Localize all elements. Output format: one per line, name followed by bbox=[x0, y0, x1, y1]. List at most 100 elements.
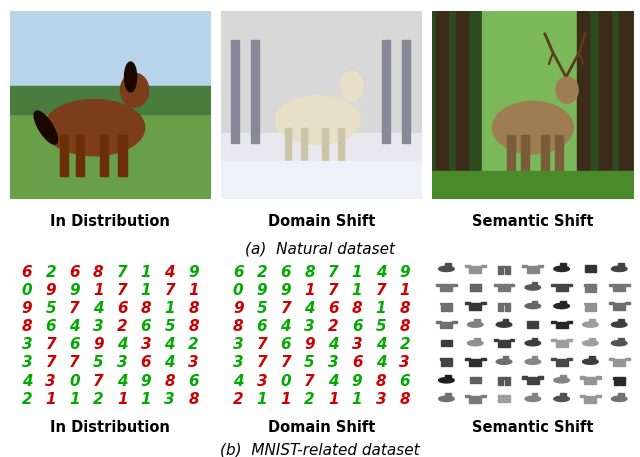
Text: 2: 2 bbox=[188, 337, 199, 352]
Text: 3: 3 bbox=[22, 337, 33, 352]
Text: 4: 4 bbox=[164, 265, 175, 280]
Bar bbox=[618, 263, 623, 268]
Bar bbox=[498, 266, 510, 267]
Ellipse shape bbox=[467, 322, 483, 327]
Bar bbox=[403, 40, 410, 143]
Bar bbox=[251, 40, 259, 143]
Text: 6: 6 bbox=[352, 356, 362, 371]
Text: 1: 1 bbox=[93, 283, 104, 298]
Bar bbox=[474, 319, 479, 324]
Text: 7: 7 bbox=[45, 337, 56, 352]
Text: 8: 8 bbox=[233, 319, 244, 334]
Text: 3: 3 bbox=[399, 356, 410, 371]
Text: Semantic Shift: Semantic Shift bbox=[472, 420, 593, 435]
Ellipse shape bbox=[120, 73, 148, 107]
Text: 3: 3 bbox=[376, 392, 387, 407]
Bar bbox=[584, 377, 596, 384]
Text: 1: 1 bbox=[141, 392, 151, 407]
Ellipse shape bbox=[438, 377, 454, 383]
Text: 1: 1 bbox=[141, 265, 151, 280]
Bar bbox=[432, 171, 634, 199]
Text: 5: 5 bbox=[304, 356, 315, 371]
Text: 4: 4 bbox=[22, 374, 33, 388]
Bar bbox=[221, 161, 422, 199]
Text: 8: 8 bbox=[352, 301, 362, 316]
Bar bbox=[440, 322, 452, 329]
Bar bbox=[445, 375, 451, 380]
Bar bbox=[441, 304, 445, 311]
Ellipse shape bbox=[467, 340, 483, 346]
Text: 4: 4 bbox=[376, 265, 387, 280]
Bar bbox=[584, 396, 596, 403]
Text: 4: 4 bbox=[93, 301, 104, 316]
Text: 7: 7 bbox=[328, 265, 339, 280]
Bar bbox=[580, 395, 585, 397]
Text: 3: 3 bbox=[233, 356, 244, 371]
Bar bbox=[452, 321, 457, 323]
Text: 4: 4 bbox=[164, 337, 175, 352]
Bar bbox=[481, 358, 486, 360]
Text: 2: 2 bbox=[93, 392, 104, 407]
Bar bbox=[100, 135, 108, 176]
Bar bbox=[531, 301, 537, 305]
Text: 7: 7 bbox=[117, 283, 127, 298]
Bar bbox=[436, 321, 441, 323]
Text: 4: 4 bbox=[233, 374, 244, 388]
Text: 1: 1 bbox=[352, 265, 362, 280]
Bar bbox=[527, 321, 538, 328]
Text: 3: 3 bbox=[257, 374, 268, 388]
Text: 3: 3 bbox=[352, 337, 362, 352]
Text: 1: 1 bbox=[328, 392, 339, 407]
Text: 4: 4 bbox=[117, 337, 127, 352]
Ellipse shape bbox=[554, 377, 570, 383]
Bar bbox=[321, 128, 328, 169]
Bar bbox=[440, 358, 452, 360]
Ellipse shape bbox=[275, 96, 360, 144]
Bar bbox=[589, 338, 595, 343]
Text: 1: 1 bbox=[117, 392, 127, 407]
Bar bbox=[620, 378, 625, 385]
Text: 8: 8 bbox=[188, 301, 199, 316]
Bar bbox=[447, 360, 452, 367]
Ellipse shape bbox=[582, 359, 598, 364]
Text: 2: 2 bbox=[117, 319, 127, 334]
Text: 5: 5 bbox=[164, 319, 175, 334]
Text: 7: 7 bbox=[117, 265, 127, 280]
Bar bbox=[505, 267, 509, 274]
Bar bbox=[551, 283, 556, 286]
Bar bbox=[465, 265, 470, 267]
Text: In Distribution: In Distribution bbox=[51, 214, 170, 229]
Text: 4: 4 bbox=[304, 301, 315, 316]
Bar bbox=[625, 358, 630, 360]
Bar bbox=[509, 339, 515, 341]
Bar bbox=[584, 303, 596, 304]
Bar bbox=[441, 340, 452, 346]
Text: 6: 6 bbox=[257, 319, 268, 334]
Text: 5: 5 bbox=[45, 301, 56, 316]
Bar bbox=[560, 393, 566, 399]
Ellipse shape bbox=[340, 71, 363, 101]
Bar bbox=[10, 105, 211, 199]
Bar bbox=[505, 304, 509, 311]
Text: 3: 3 bbox=[93, 319, 104, 334]
Bar bbox=[465, 358, 470, 360]
Text: 0: 0 bbox=[233, 283, 244, 298]
Bar bbox=[556, 322, 568, 329]
Text: 0: 0 bbox=[280, 374, 291, 388]
Text: Domain Shift: Domain Shift bbox=[268, 420, 375, 435]
Bar bbox=[493, 339, 499, 341]
Text: 8: 8 bbox=[188, 392, 199, 407]
Bar bbox=[589, 356, 595, 361]
Ellipse shape bbox=[611, 266, 627, 271]
Bar bbox=[76, 135, 84, 176]
Bar bbox=[609, 283, 614, 286]
Ellipse shape bbox=[525, 396, 541, 402]
Text: 1: 1 bbox=[188, 283, 199, 298]
Text: 6: 6 bbox=[69, 337, 80, 352]
Text: 7: 7 bbox=[376, 283, 387, 298]
Bar bbox=[531, 338, 537, 343]
Bar bbox=[465, 395, 470, 397]
Bar bbox=[338, 128, 344, 169]
Bar bbox=[599, 11, 611, 199]
Bar bbox=[531, 393, 537, 399]
